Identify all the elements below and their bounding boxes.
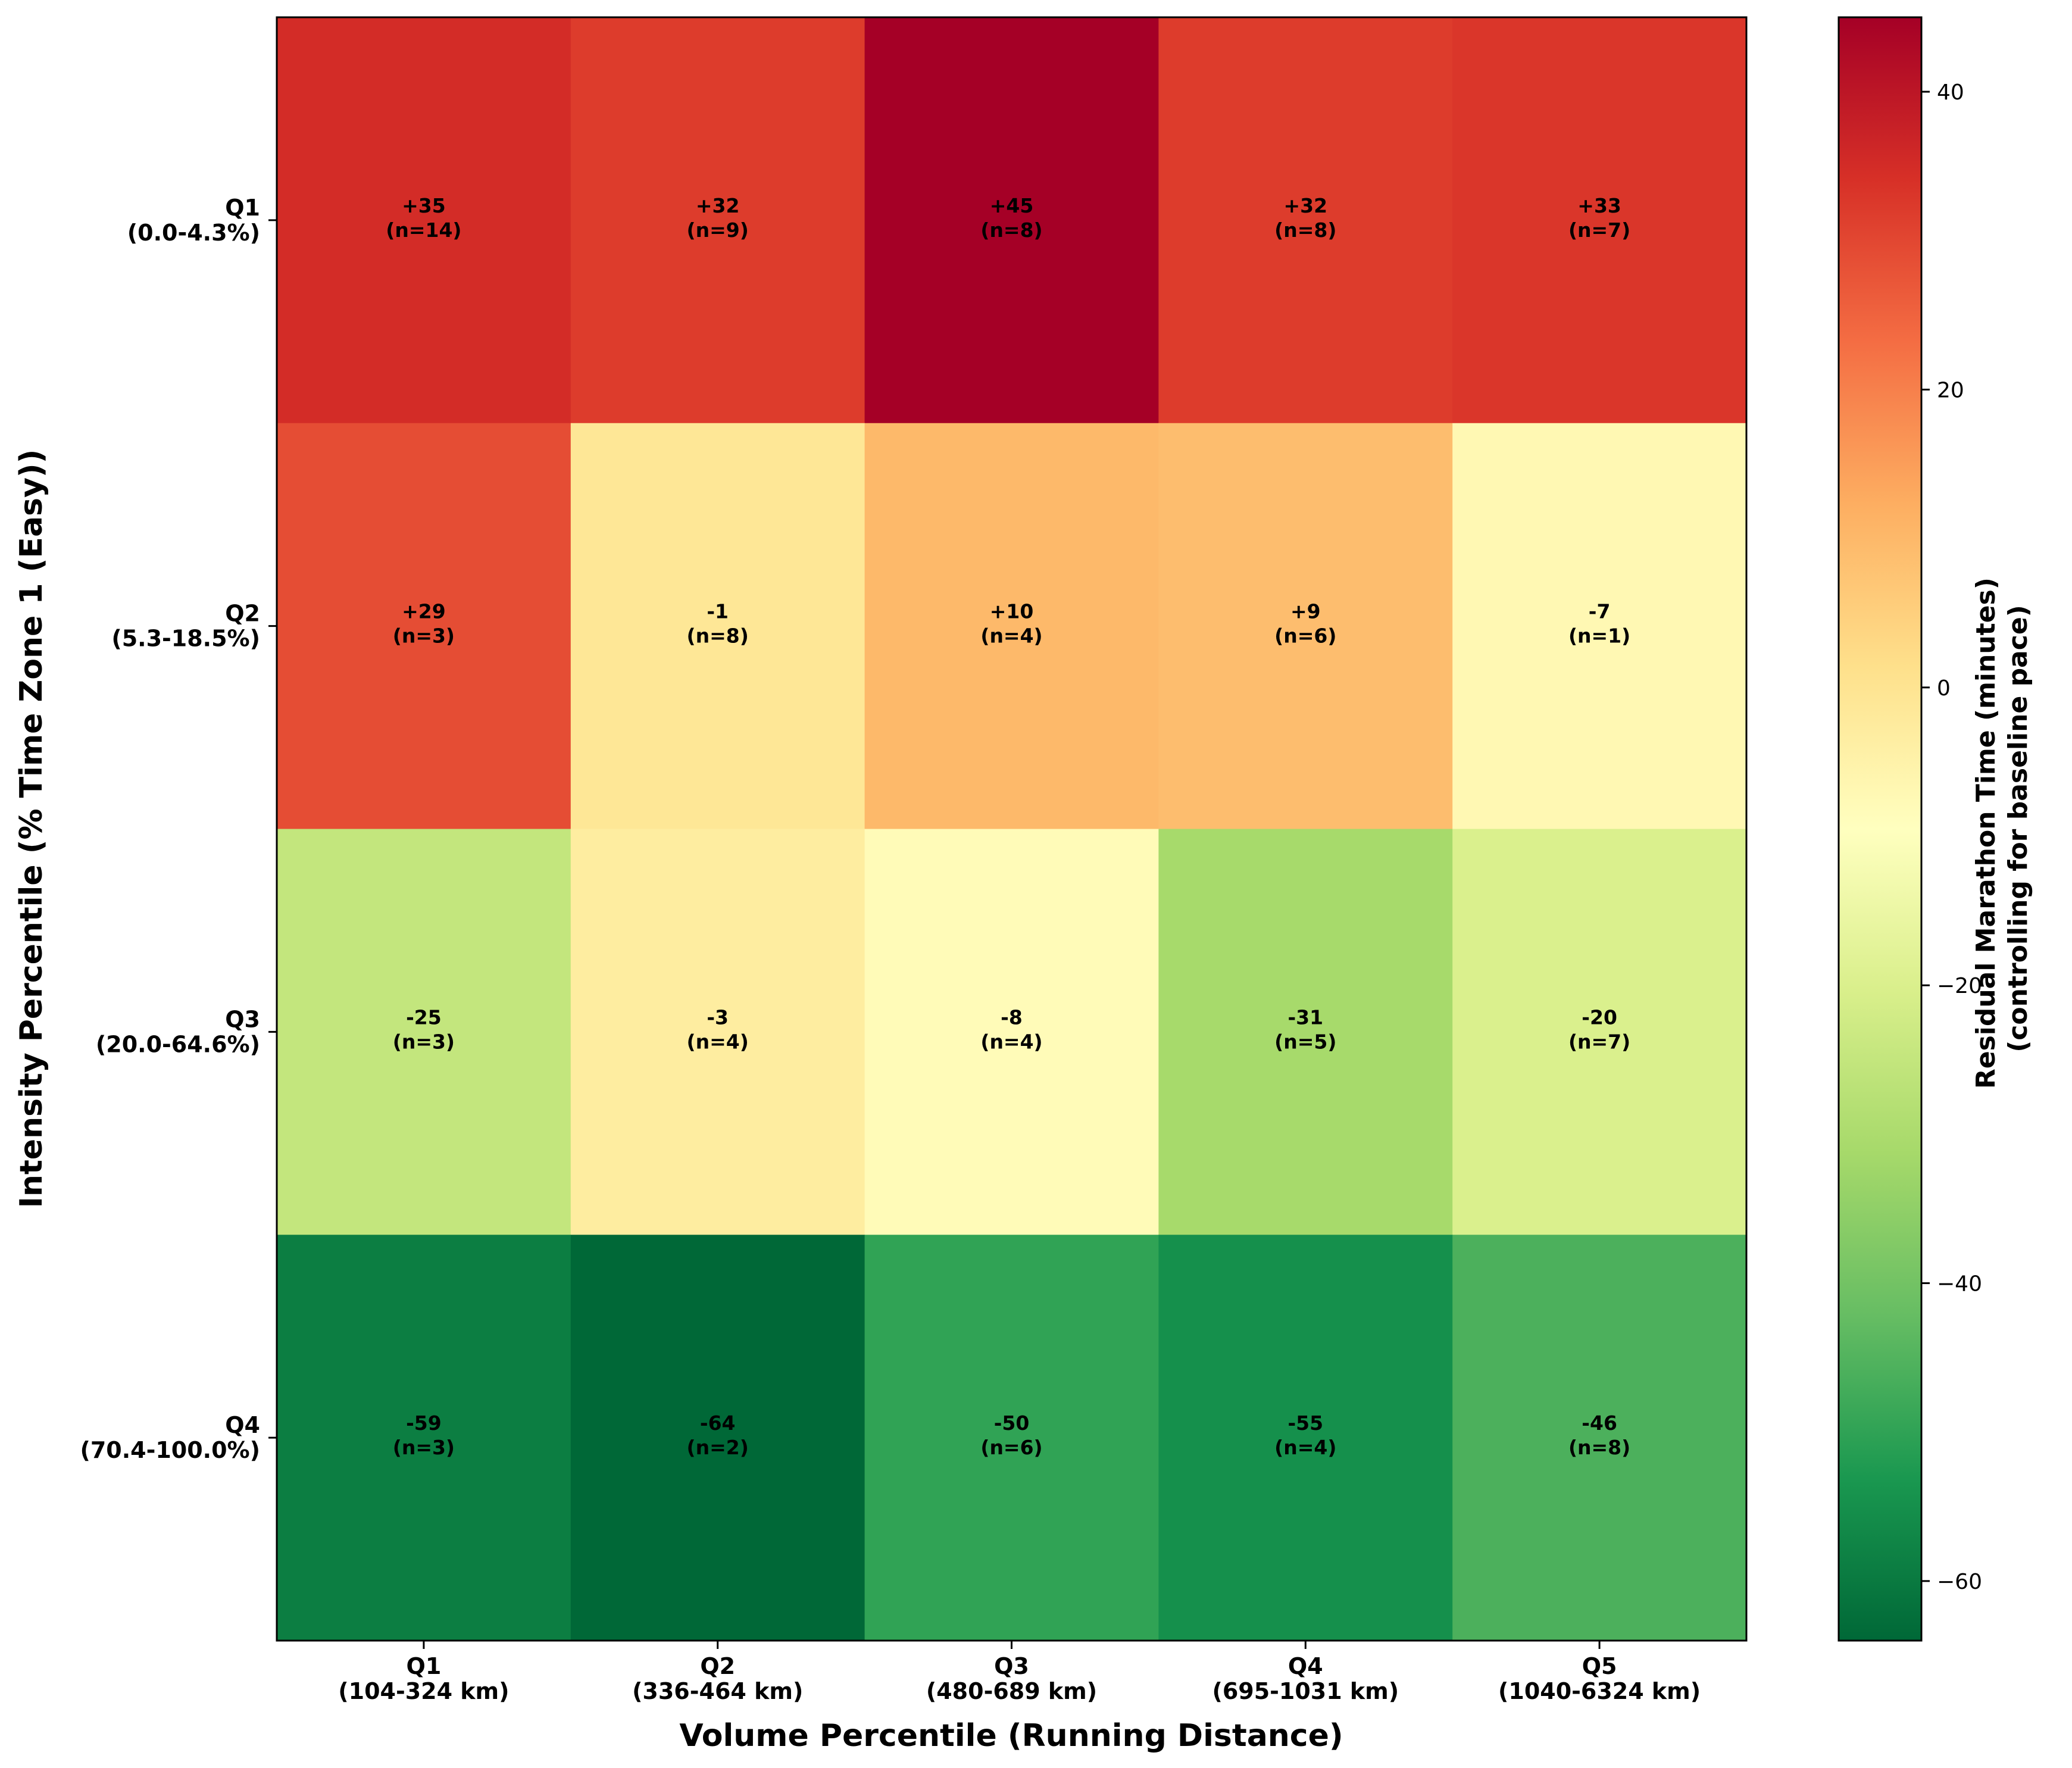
x-tick-label: Q1 bbox=[407, 1653, 442, 1679]
heatmap-cell bbox=[864, 423, 1159, 829]
cell-annotations: +35(n=14)+32(n=9)+45(n=8)+32(n=8)+33(n=7… bbox=[386, 194, 1630, 1459]
cell-value-label: +29 bbox=[402, 600, 446, 623]
cell-value-label: +33 bbox=[1577, 194, 1621, 217]
cell-value-label: -50 bbox=[994, 1411, 1030, 1435]
cell-count-label: (n=8) bbox=[687, 624, 749, 648]
heatmap-cells bbox=[277, 17, 1747, 1641]
colorbar-tick-label: −60 bbox=[1937, 1570, 1982, 1594]
cell-count-label: (n=8) bbox=[980, 218, 1042, 242]
heatmap-cell bbox=[1452, 829, 1747, 1235]
colorbar-tick-label: 0 bbox=[1937, 676, 1951, 701]
y-tick-range: (70.4-100.0%) bbox=[80, 1437, 260, 1463]
y-tick-range: (5.3-18.5%) bbox=[111, 626, 260, 652]
heatmap-cell bbox=[570, 829, 865, 1235]
cell-value-label: -55 bbox=[1287, 1411, 1323, 1435]
heatmap-cell bbox=[864, 829, 1159, 1235]
heatmap-cell bbox=[1158, 829, 1453, 1235]
y-axis-label: Intensity Percentile (% Time Zone 1 (Eas… bbox=[14, 449, 49, 1208]
x-tick-label: Q4 bbox=[1288, 1653, 1323, 1679]
cell-count-label: (n=3) bbox=[393, 624, 455, 648]
heatmap-cell bbox=[277, 17, 571, 424]
colorbar bbox=[1837, 16, 1923, 1642]
cell-count-label: (n=5) bbox=[1274, 1030, 1336, 1053]
heatmap-cell bbox=[570, 1235, 865, 1641]
cell-value-label: +32 bbox=[696, 194, 740, 217]
x-tick-range: (695-1031 km) bbox=[1212, 1678, 1399, 1704]
cell-count-label: (n=8) bbox=[1274, 218, 1336, 242]
heatmap-cell bbox=[1158, 1235, 1453, 1641]
cell-count-label: (n=14) bbox=[386, 218, 461, 242]
heatmap-cell bbox=[570, 423, 865, 829]
cell-count-label: (n=4) bbox=[980, 624, 1042, 648]
cell-value-label: -8 bbox=[1001, 1005, 1023, 1029]
x-tick-label: Q2 bbox=[700, 1653, 735, 1679]
y-tick-label: Q3 bbox=[225, 1006, 260, 1032]
heatmap-cell bbox=[1158, 423, 1453, 829]
x-tick-range: (336-464 km) bbox=[632, 1678, 803, 1704]
colorbar-tick-label: −40 bbox=[1937, 1272, 1982, 1297]
y-tick-label: Q1 bbox=[225, 195, 260, 221]
x-tick-label: Q5 bbox=[1582, 1653, 1617, 1679]
heatmap-cell bbox=[277, 423, 571, 829]
heatmap-cell bbox=[570, 17, 865, 424]
cell-value-label: -25 bbox=[406, 1005, 442, 1029]
cell-value-label: +32 bbox=[1284, 194, 1328, 217]
x-tick-range: (480-689 km) bbox=[926, 1678, 1097, 1704]
colorbar-tick-label: 40 bbox=[1937, 80, 1964, 105]
cell-count-label: (n=2) bbox=[687, 1436, 749, 1459]
heatmap-cell bbox=[1452, 17, 1747, 424]
cell-count-label: (n=1) bbox=[1568, 624, 1630, 648]
x-tick-range: (104-324 km) bbox=[338, 1678, 509, 1704]
heatmap-cell bbox=[277, 1235, 571, 1641]
cell-value-label: -46 bbox=[1582, 1411, 1617, 1435]
heatmap-cell bbox=[277, 829, 571, 1235]
cell-count-label: (n=6) bbox=[980, 1436, 1042, 1459]
cell-count-label: (n=9) bbox=[687, 218, 749, 242]
y-tick-range: (20.0-64.6%) bbox=[96, 1031, 260, 1057]
colorbar-label-line-2: (controlling for baseline pace) bbox=[2003, 605, 2033, 1052]
heatmap-cell bbox=[864, 1235, 1159, 1641]
cell-count-label: (n=7) bbox=[1568, 1030, 1630, 1053]
cell-value-label: -31 bbox=[1287, 1005, 1323, 1029]
cell-count-label: (n=4) bbox=[980, 1030, 1042, 1053]
cell-value-label: -3 bbox=[707, 1005, 729, 1029]
y-tick-label: Q2 bbox=[225, 601, 260, 627]
cell-count-label: (n=7) bbox=[1568, 218, 1630, 242]
cell-value-label: +45 bbox=[990, 194, 1034, 217]
x-axis-label: Volume Percentile (Running Distance) bbox=[679, 1718, 1343, 1754]
cell-value-label: +10 bbox=[990, 600, 1034, 623]
y-tick-label: Q4 bbox=[225, 1412, 260, 1438]
cell-value-label: +9 bbox=[1290, 600, 1321, 623]
colorbar-label-line-1: Residual Marathon Time (minutes) bbox=[1971, 577, 2001, 1089]
heatmap-cell bbox=[1452, 1235, 1747, 1641]
colorbar-tick-label: 20 bbox=[1937, 378, 1964, 402]
cell-count-label: (n=3) bbox=[393, 1436, 455, 1459]
axis-ticks: Q1(104-324 km)Q2(336-464 km)Q3(480-689 k… bbox=[80, 195, 1701, 1704]
cell-value-label: -7 bbox=[1589, 600, 1611, 623]
heatmap-cell bbox=[1452, 423, 1747, 829]
cell-count-label: (n=8) bbox=[1568, 1436, 1630, 1459]
cell-count-label: (n=4) bbox=[687, 1030, 749, 1053]
cell-value-label: -1 bbox=[707, 600, 729, 623]
cell-count-label: (n=3) bbox=[393, 1030, 455, 1053]
cell-value-label: -20 bbox=[1582, 1005, 1617, 1029]
x-tick-label: Q3 bbox=[994, 1653, 1029, 1679]
cell-count-label: (n=6) bbox=[1274, 624, 1336, 648]
cell-value-label: -59 bbox=[406, 1411, 442, 1435]
colorbar-ticks: 40 20 0 −20 −40 −60 bbox=[1921, 80, 1982, 1594]
cell-value-label: -64 bbox=[700, 1411, 736, 1435]
x-tick-range: (1040-6324 km) bbox=[1498, 1678, 1701, 1704]
y-tick-range: (0.0-4.3%) bbox=[127, 220, 260, 246]
cell-value-label: +35 bbox=[402, 194, 446, 217]
cell-count-label: (n=4) bbox=[1274, 1436, 1336, 1459]
colorbar-label: Residual Marathon Time (minutes) (contro… bbox=[1971, 568, 2033, 1089]
colorbar-tick-label: −20 bbox=[1937, 974, 1982, 998]
heatmap-cell bbox=[864, 17, 1159, 424]
heatmap-cell bbox=[1158, 17, 1453, 424]
